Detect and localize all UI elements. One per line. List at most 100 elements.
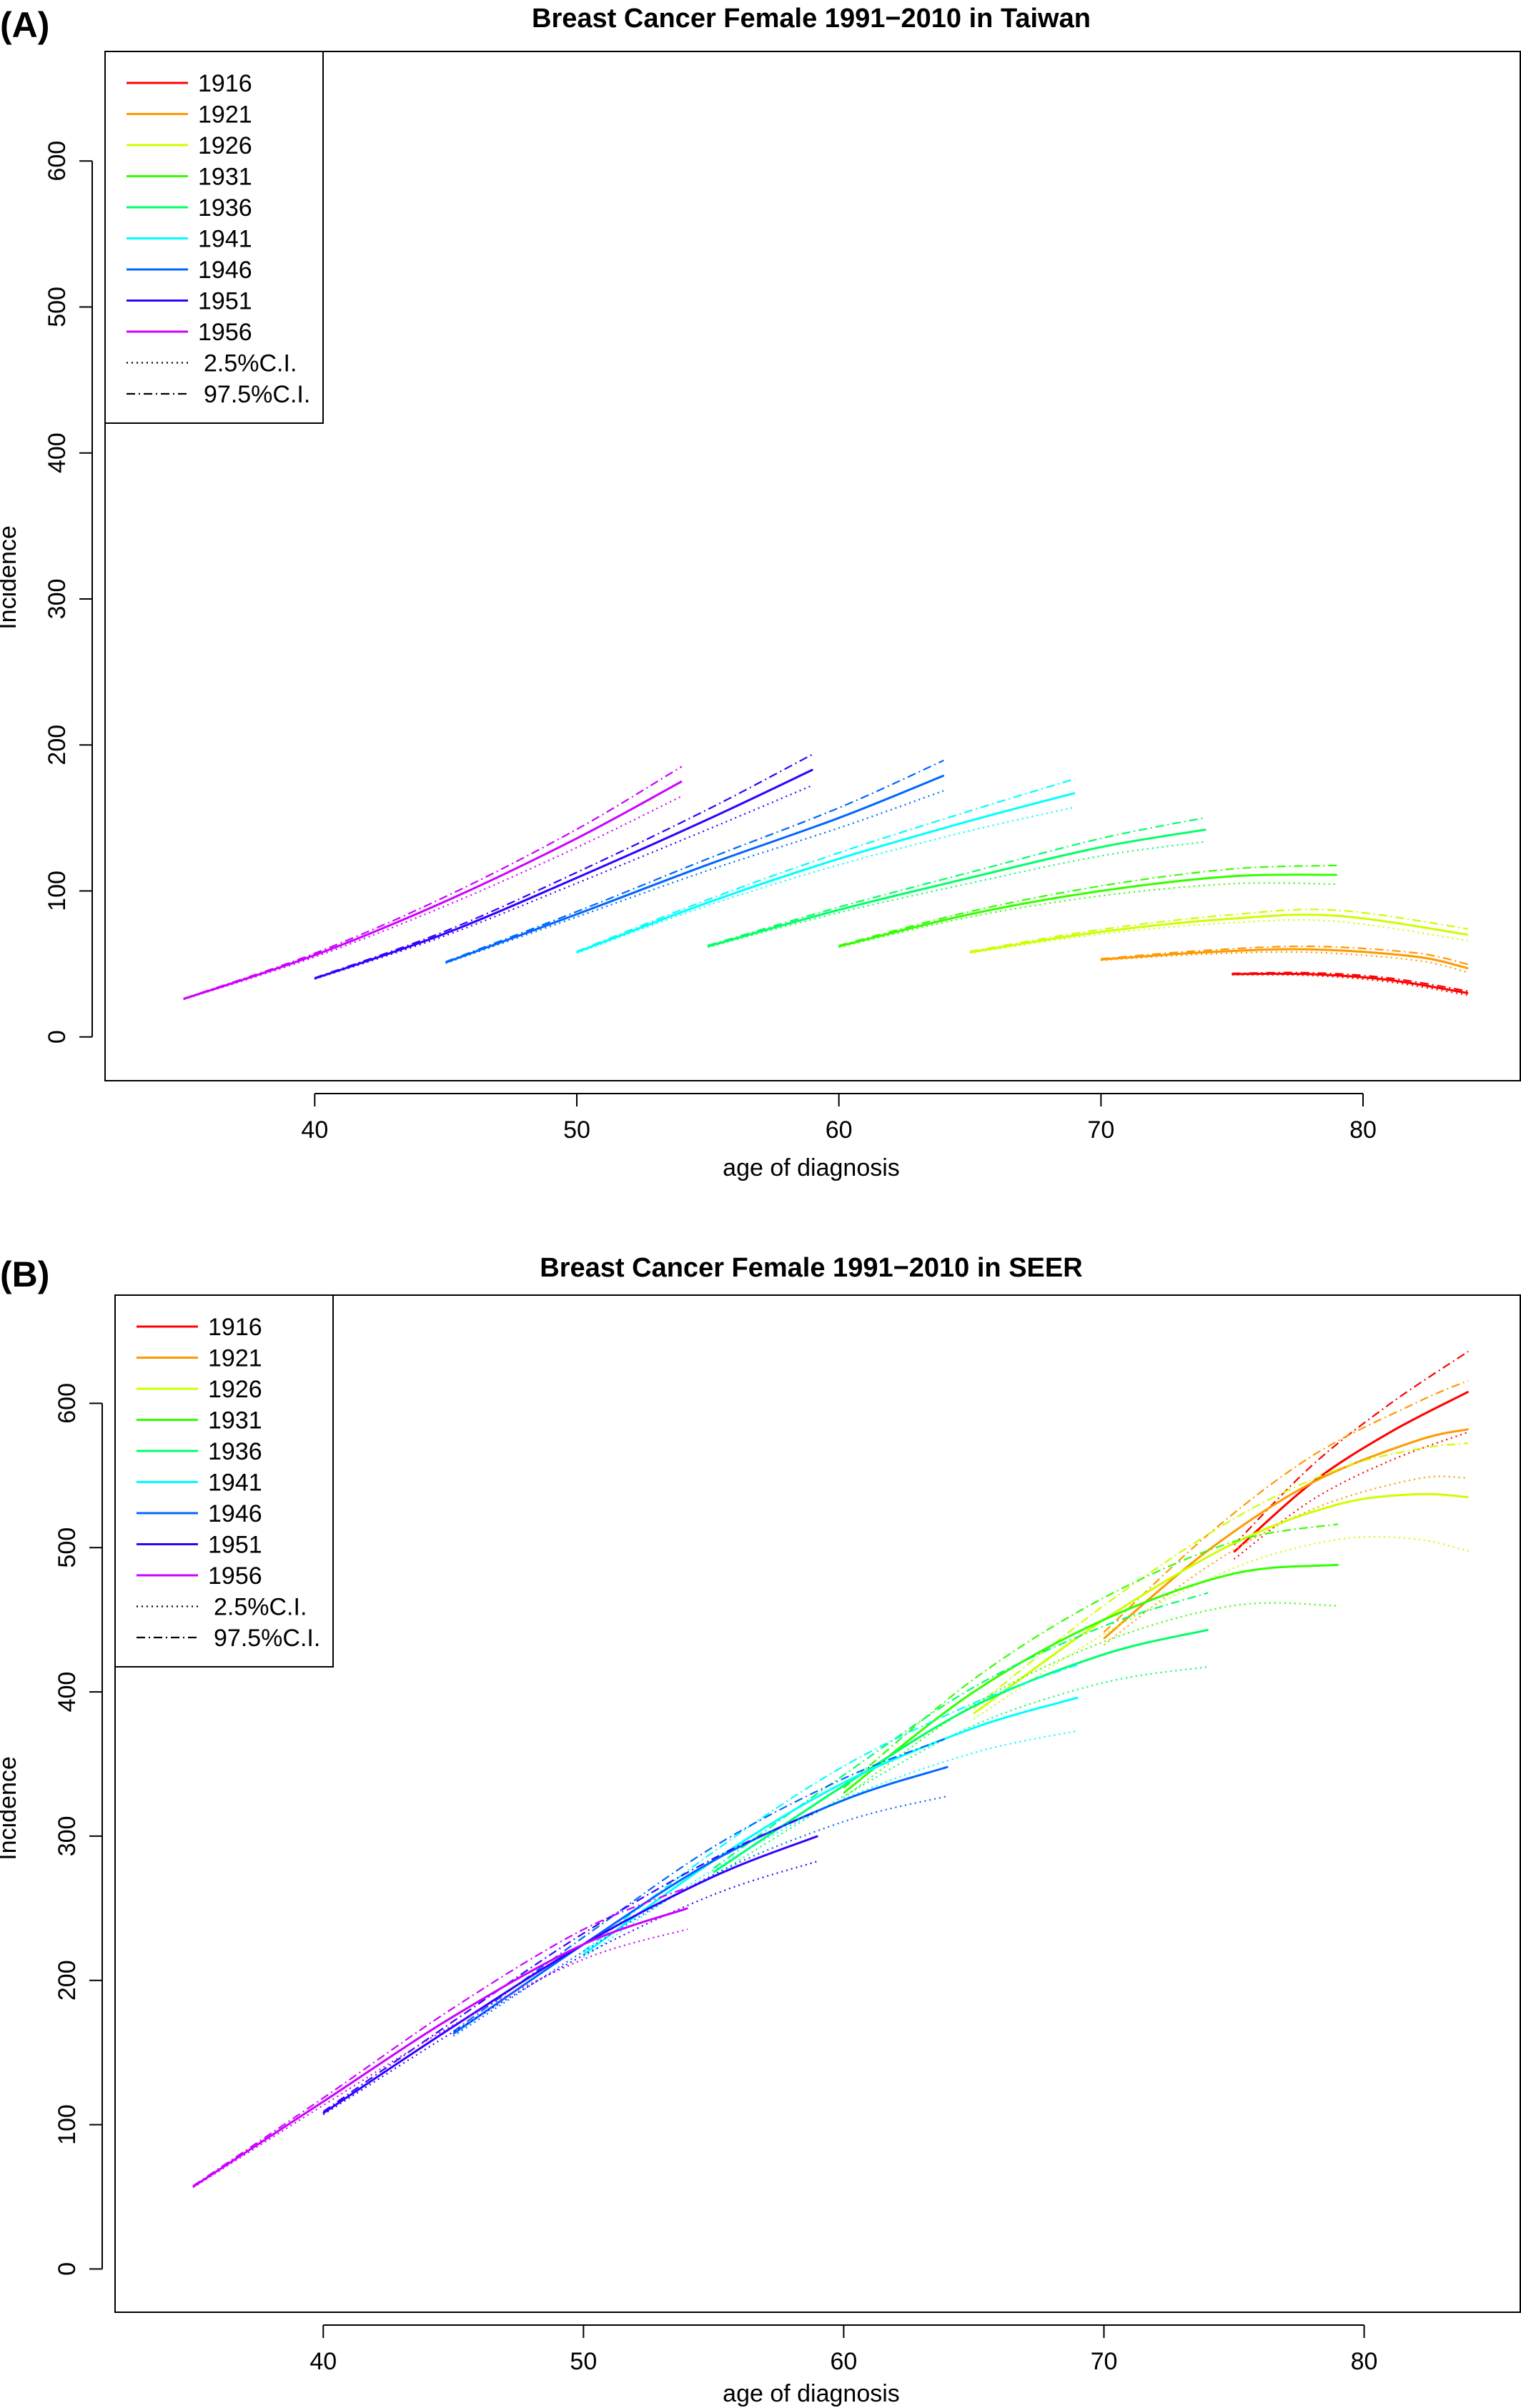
- x-tick-label: 70: [1087, 1116, 1114, 1144]
- data-point: [1103, 1637, 1105, 1640]
- data-point: [973, 1713, 975, 1715]
- legend-label: 1956: [198, 319, 252, 346]
- data-point: [452, 2016, 455, 2018]
- data-point: [576, 913, 578, 915]
- data-point: [1415, 1493, 1417, 1495]
- data-point: [969, 951, 971, 953]
- y-tick-label: 0: [54, 2262, 81, 2276]
- data-point: [680, 781, 683, 783]
- x-tick-label: 70: [1091, 2348, 1118, 2375]
- data-point: [445, 961, 447, 963]
- x-tick-label: 60: [826, 1116, 853, 1144]
- y-tick-label: 100: [44, 871, 71, 911]
- series-line: [183, 780, 683, 1001]
- panel-label: (B): [0, 1254, 49, 1294]
- ci-upper-line: [1101, 945, 1468, 966]
- data-point: [1205, 828, 1207, 831]
- ci-upper-line: [973, 1442, 1469, 1709]
- data-point: [314, 978, 316, 979]
- data-point: [812, 769, 813, 771]
- data-point: [1103, 1619, 1105, 1620]
- y-axis: 0 100 200 300 400 500 600: [54, 1383, 103, 2276]
- series-1931: [843, 1523, 1339, 1798]
- data-point: [707, 818, 709, 821]
- data-point: [1336, 915, 1338, 916]
- data-point: [1100, 931, 1102, 933]
- y-axis-label: Incidence: [0, 525, 21, 630]
- data-point: [707, 902, 709, 903]
- y-tick-label: 300: [54, 1816, 81, 1857]
- series-1946: [445, 759, 945, 964]
- data-point: [973, 1705, 975, 1708]
- y-axis: 0 100 200 300 400 500 600: [44, 141, 93, 1044]
- y-tick-label: 100: [54, 2104, 81, 2145]
- data-point: [1337, 1564, 1339, 1566]
- ci-lower-line: [1103, 1475, 1469, 1646]
- legend-label: 1916: [198, 70, 252, 97]
- data-point: [314, 954, 316, 956]
- data-point: [838, 946, 840, 947]
- data-point: [838, 817, 840, 819]
- data-point: [1231, 876, 1233, 877]
- data-point: [843, 1799, 845, 1801]
- data-point: [1205, 951, 1207, 953]
- series-1931: [838, 864, 1338, 948]
- x-axis: 40 50 60 70 80: [301, 1093, 1377, 1144]
- legend: 1916 1921 1926 1931 1936 1941 1946 1951 1956 2.5%…: [104, 51, 324, 424]
- data-point: [322, 2101, 324, 2103]
- ci-lower-line: [183, 796, 683, 1001]
- data-point: [817, 1835, 818, 1837]
- series-1956: [192, 1886, 688, 2189]
- ci-upper-line: [838, 864, 1337, 946]
- series-1956: [183, 765, 683, 1001]
- data-point: [576, 951, 578, 953]
- ci-upper-line: [183, 765, 683, 1000]
- series-line: [713, 1628, 1209, 1873]
- ci-lower-line: [576, 806, 1075, 954]
- data-point: [713, 1860, 715, 1862]
- ci-lower-line: [452, 1795, 948, 2037]
- data-point: [707, 946, 709, 947]
- data-point: [445, 932, 447, 934]
- ci-lower-line: [322, 1860, 818, 2116]
- x-tick-label: 80: [1351, 2348, 1378, 2375]
- series-1951: [314, 753, 813, 980]
- series-1941: [583, 1663, 1079, 1958]
- data-point: [576, 838, 578, 839]
- data-point: [973, 1691, 975, 1693]
- x-tick-label: 50: [563, 1116, 590, 1144]
- legend-label: 2.5%C.I.: [214, 1594, 307, 1621]
- series-line: [969, 913, 1468, 953]
- legend-label: 1946: [208, 1500, 262, 1527]
- plot-frame: [114, 1294, 1521, 2313]
- data-point: [583, 1943, 585, 1946]
- x-tick-label: 50: [570, 2348, 597, 2375]
- y-axis-label: Incidence: [0, 1756, 21, 1860]
- ci-lower-line: [969, 918, 1468, 954]
- data-point: [1415, 956, 1417, 958]
- x-tick-label: 60: [830, 2348, 857, 2375]
- series-line: [1101, 948, 1469, 970]
- ci-lower-line: [314, 784, 813, 980]
- legend-label: 1926: [198, 132, 252, 159]
- panel-label: (A): [0, 5, 49, 45]
- data-point: [838, 909, 840, 911]
- legend-label: 97.5%C.I.: [214, 1625, 320, 1652]
- y-tick-label: 600: [44, 141, 71, 182]
- series-line: [452, 1765, 948, 2035]
- y-tick-label: 200: [44, 725, 71, 765]
- data-point: [1467, 1391, 1469, 1393]
- series-line: [445, 774, 944, 964]
- data-point: [838, 858, 840, 860]
- legend-label: 2.5%C.I.: [204, 350, 297, 377]
- ci-lower-line: [973, 1535, 1469, 1720]
- x-tick-label: 80: [1349, 1116, 1377, 1144]
- chart-title: Breast Cancer Female 1991−2010 in SEER: [540, 1253, 1082, 1283]
- ci-upper-line: [314, 753, 813, 979]
- data-point: [445, 900, 447, 902]
- legend-label: 1921: [208, 1345, 262, 1372]
- legend-label: 1916: [208, 1314, 262, 1341]
- data-point: [969, 877, 971, 878]
- x-axis: 40 50 60 70 80: [309, 2324, 1378, 2375]
- data-point: [713, 1871, 715, 1873]
